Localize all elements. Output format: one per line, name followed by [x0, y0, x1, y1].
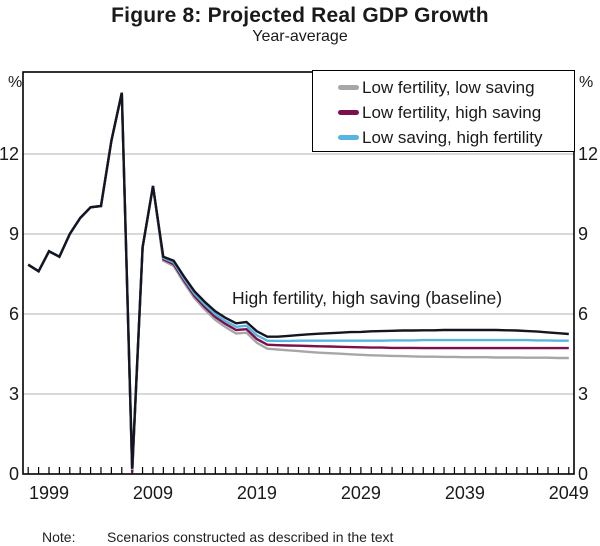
svg-text:6: 6: [9, 304, 19, 324]
svg-text:3: 3: [9, 384, 19, 404]
svg-text:2019: 2019: [237, 483, 277, 503]
svg-text:2009: 2009: [133, 483, 173, 503]
svg-text:9: 9: [578, 224, 588, 244]
chart-legend: Low fertility, low saving Low fertility,…: [312, 70, 575, 152]
legend-item-low-fertility-low-saving: Low fertility, low saving: [338, 75, 574, 100]
note-label: Note:: [42, 529, 76, 545]
legend-item-low-saving-high-fertility: Low saving, high fertility: [338, 125, 574, 150]
legend-label: Low saving, high fertility: [362, 127, 543, 147]
svg-text:3: 3: [578, 384, 588, 404]
svg-text:9: 9: [9, 224, 19, 244]
svg-text:1999: 1999: [29, 483, 69, 503]
svg-text:2049: 2049: [549, 483, 589, 503]
svg-text:2039: 2039: [445, 483, 485, 503]
svg-text:2029: 2029: [341, 483, 381, 503]
y-axis-unit-right: %: [579, 74, 594, 91]
svg-text:0: 0: [578, 464, 588, 484]
legend-swatch-blue-line: [338, 135, 359, 140]
legend-label: Low fertility, high saving: [362, 102, 542, 122]
svg-text:12: 12: [578, 144, 598, 164]
y-axis-unit-left: %: [8, 74, 23, 91]
legend-label: Low fertility, low saving: [362, 77, 535, 97]
legend-swatch-maroon-line: [338, 110, 359, 115]
svg-text:6: 6: [578, 304, 588, 324]
svg-text:0: 0: [9, 464, 19, 484]
baseline-series-annotation: High fertility, high saving (baseline): [232, 288, 503, 308]
page-subtitle: Year-average: [252, 28, 348, 45]
note-text: Scenarios constructed as described in th…: [107, 529, 394, 545]
svg-text:12: 12: [0, 144, 19, 164]
page-title: Figure 8: Projected Real GDP Growth: [111, 4, 489, 27]
legend-item-low-fertility-high-saving: Low fertility, high saving: [338, 100, 574, 125]
legend-swatch-gray-line: [338, 85, 359, 90]
